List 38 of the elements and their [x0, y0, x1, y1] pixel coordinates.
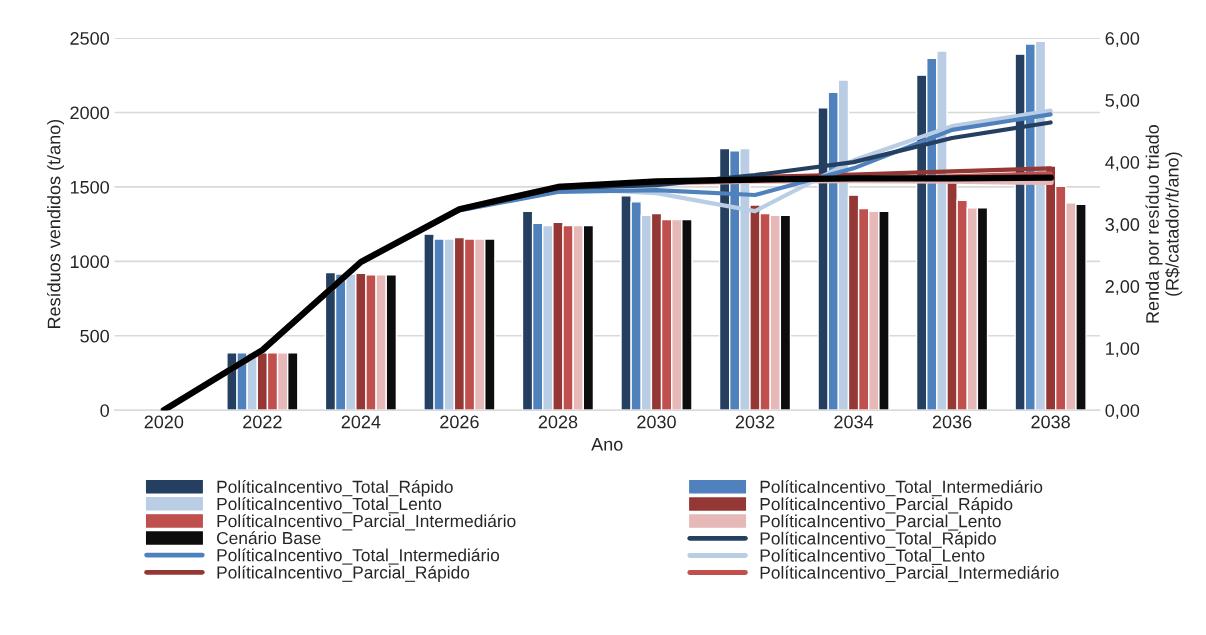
x-tick-label: 2036: [932, 415, 972, 429]
x-tick-label: 2038: [1031, 415, 1070, 429]
y-axis-title: Resíduos vendidos (t/ano): [46, 119, 64, 329]
x-tick-label: 2034: [834, 415, 874, 429]
x-tick-label: 2028: [538, 415, 578, 429]
legend-label: PolíticaIncentivo_Parcial_Intermediário: [217, 514, 516, 531]
y-tick-label: 1500: [70, 180, 110, 194]
y2-axis-title: Renda por resíduo triado (R$/catador/t/ano): [1145, 125, 1183, 323]
x-tick-label: 2024: [341, 415, 381, 429]
y2-tick-label: 3,00: [1105, 218, 1140, 234]
y-tick-label: 2000: [70, 106, 110, 120]
legend-label: Cenário Base: [216, 531, 321, 545]
legend-label: PolíticaIncentivo_Total_Rápido: [760, 531, 996, 549]
legend-label: PolíticaIncentivo_Parcial_Intermediário: [760, 565, 1059, 583]
legend-label: PolíticaIncentivo_Parcial_Rápido: [760, 497, 1013, 514]
y2-tick-label: 5,00: [1105, 94, 1140, 109]
x-tick-label: 2032: [735, 415, 775, 429]
legend-label: PolíticaIncentivo_Total_Rápido: [217, 480, 453, 497]
y-tick-label: 2500: [70, 32, 110, 45]
legend-label: PolíticaIncentivo_Total_Intermediário: [217, 548, 500, 565]
y2-tick-label: 1,00: [1106, 342, 1140, 358]
y2-tick-label: 4,00: [1105, 156, 1140, 171]
x-axis-title: Ano: [591, 438, 623, 451]
y-tick-label: 0: [100, 404, 109, 417]
x-tick-label: 2022: [243, 415, 282, 429]
y2-tick-label: 6,00: [1105, 32, 1140, 47]
legend-label: PolíticaIncentivo_Total_Lento: [217, 497, 442, 514]
legend-label: PolíticaIncentivo_Parcial_Lento: [760, 514, 1001, 531]
legend-label: PolíticaIncentivo_Total_Intermediário: [760, 480, 1043, 497]
legend-label: PolíticaIncentivo_Total_Lento: [760, 548, 985, 565]
x-tick-label: 2020: [144, 415, 184, 429]
y-tick-label: 500: [80, 329, 110, 343]
x-tick-label: 2026: [440, 415, 479, 429]
y2-tick-label: 2,00: [1105, 280, 1140, 296]
legend-label: PolíticaIncentivo_Parcial_Rápido: [217, 565, 470, 583]
x-tick-label: 2030: [637, 415, 676, 429]
y2-tick-label: 0,00: [1105, 404, 1140, 420]
y-tick-label: 1000: [70, 255, 110, 269]
